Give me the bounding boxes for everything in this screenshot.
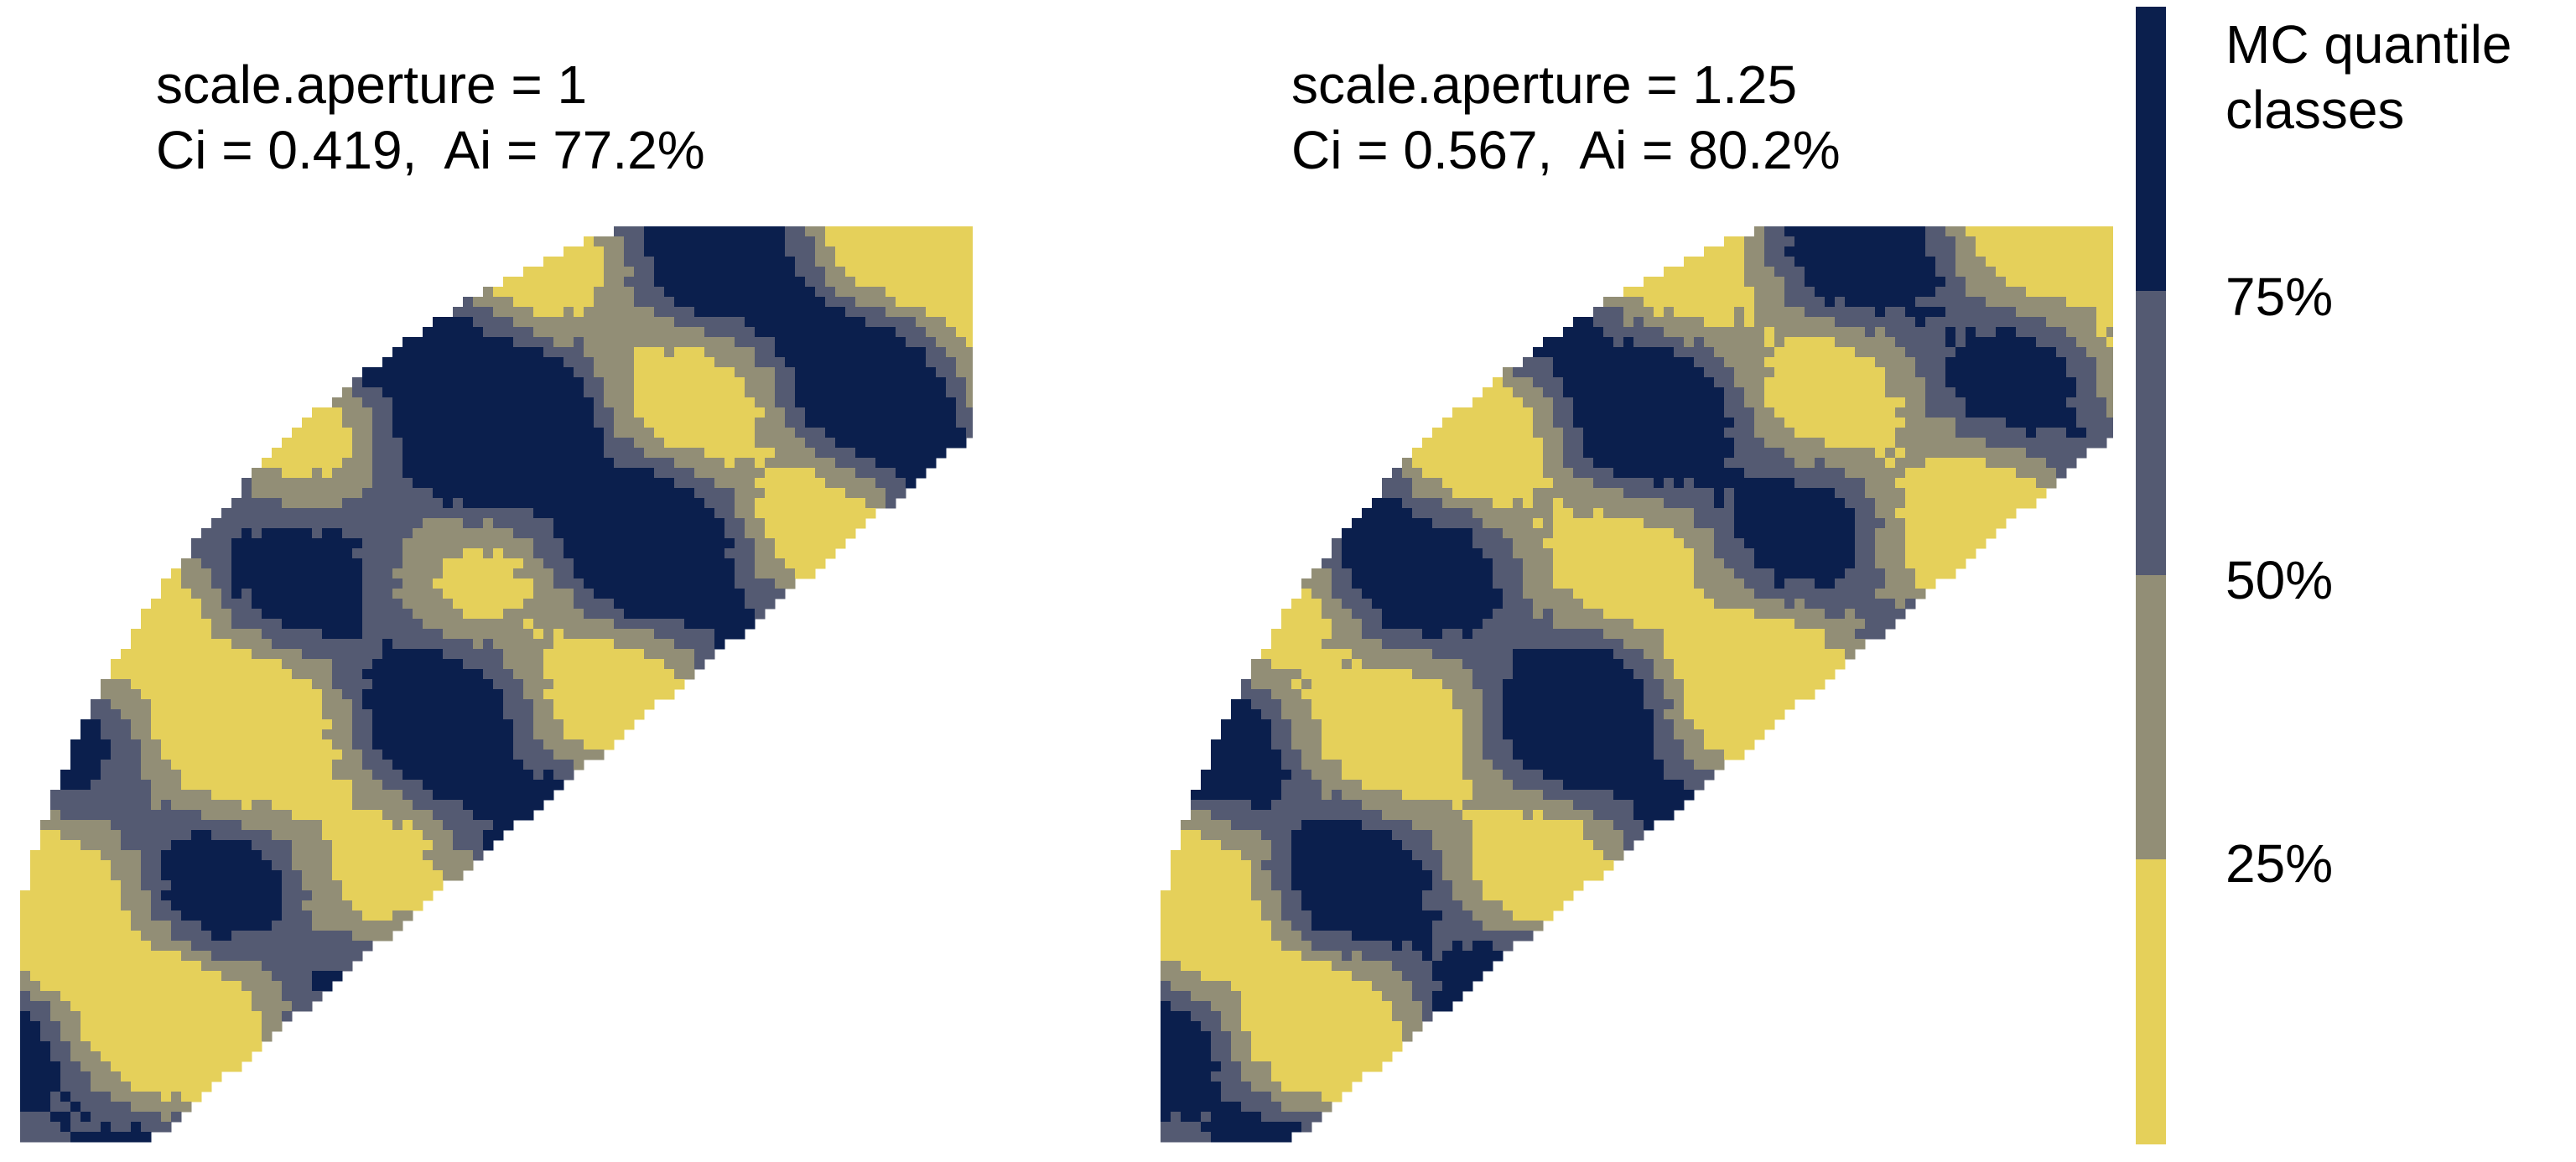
legend-swatch-75-100 bbox=[2136, 7, 2166, 292]
panel-title-right-line-2: Ci = 0.567, Ai = 80.2% bbox=[1291, 120, 1841, 180]
panel-title-left: scale.aperture = 1 Ci = 0.419, Ai = 77.2… bbox=[156, 52, 705, 183]
legend-title-line-2: classes bbox=[2225, 80, 2405, 140]
quantile-class-map-left bbox=[20, 226, 973, 1143]
map-cells-left bbox=[20, 226, 973, 1143]
panel-title-left-line-2: Ci = 0.419, Ai = 77.2% bbox=[156, 120, 705, 180]
legend-tick-50: 50% bbox=[2225, 550, 2334, 610]
legend-tick-75: 75% bbox=[2225, 267, 2334, 327]
legend-color-bar bbox=[2136, 7, 2166, 1144]
panel-title-right-line-1: scale.aperture = 1.25 bbox=[1291, 54, 1798, 115]
legend-tick-25: 25% bbox=[2225, 833, 2334, 894]
legend-swatch-0-25 bbox=[2136, 859, 2166, 1144]
panel-title-left-line-1: scale.aperture = 1 bbox=[156, 54, 588, 115]
map-cells-right bbox=[1161, 226, 2113, 1143]
legend-swatch-25-50 bbox=[2136, 575, 2166, 860]
legend-title: MC quantile classes bbox=[2225, 12, 2512, 143]
panel-title-right: scale.aperture = 1.25 Ci = 0.567, Ai = 8… bbox=[1291, 52, 1841, 183]
legend-title-line-1: MC quantile bbox=[2225, 14, 2512, 75]
quantile-class-map-right bbox=[1161, 226, 2113, 1143]
legend-swatch-50-75 bbox=[2136, 291, 2166, 576]
